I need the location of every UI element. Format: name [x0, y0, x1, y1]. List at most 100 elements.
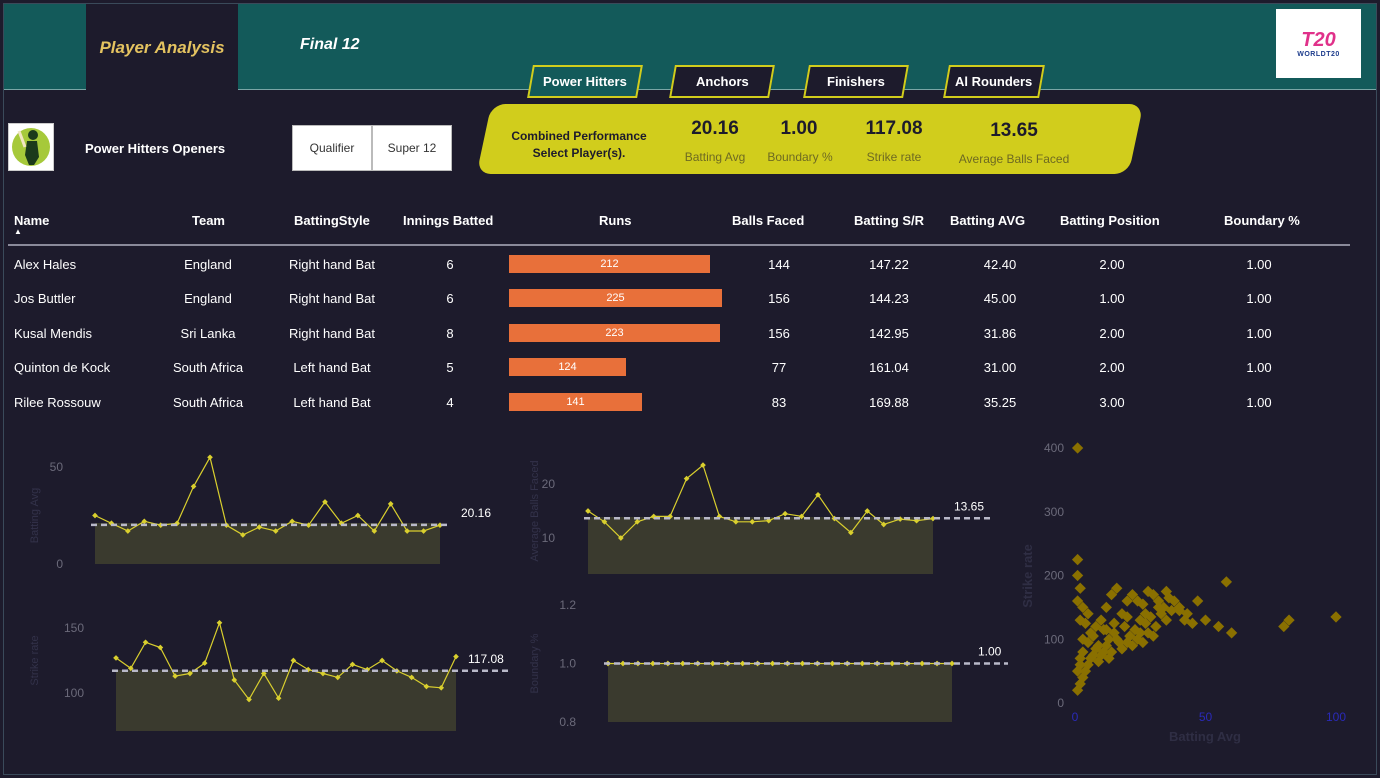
column-header-name[interactable]: Name	[14, 213, 50, 228]
x-tick-label: 50	[1199, 710, 1213, 724]
cell-strike-rate: 147.22	[869, 257, 909, 272]
category-finishers[interactable]: Finishers	[803, 65, 909, 98]
cell-batting-style: Left hand Bat	[293, 360, 371, 375]
tab-final-12[interactable]: Final 12	[300, 36, 360, 53]
cell-team: Sri Lanka	[180, 326, 236, 341]
y-axis-label: Boundary %	[529, 633, 541, 693]
kpi-batting-avg-value: 20.16	[691, 118, 739, 139]
cell-boundary: 1.00	[1246, 257, 1272, 272]
y-tick-label: 0	[1057, 696, 1064, 710]
scatter-point	[1225, 627, 1238, 639]
column-header-batting-avg[interactable]: Batting AVG	[950, 213, 1026, 228]
cell-batting-style: Right hand Bat	[288, 257, 376, 272]
category-anchors[interactable]: Anchors	[669, 65, 775, 98]
runs-bar: 141	[509, 393, 642, 411]
cell-batting-avg: 31.86	[983, 326, 1017, 341]
y-axis-label: Batting Avg	[29, 488, 41, 543]
scatter-point	[1150, 620, 1162, 633]
batsman-icon	[8, 123, 54, 171]
tab-player-analysis[interactable]: Player Analysis	[86, 4, 238, 92]
column-header-batting-style[interactable]: BattingStyle	[294, 213, 370, 228]
data-point	[142, 639, 149, 646]
data-point	[92, 512, 98, 519]
kpi-strike-rate-value: 117.08	[865, 118, 923, 139]
y-tick-label: 300	[1044, 505, 1064, 519]
category-label: Anchors	[695, 74, 749, 89]
scatter-point	[1071, 553, 1084, 566]
cell-name: Quinton de Kock	[14, 360, 111, 375]
data-point	[949, 660, 955, 667]
scatter-point	[1212, 620, 1225, 633]
data-point	[290, 657, 297, 664]
cell-batting-avg: 31.00	[983, 360, 1017, 375]
table-row[interactable]: Jos Buttler England Right hand Bat 6 156 144.…	[8, 289, 1350, 325]
data-point	[379, 657, 385, 664]
boundary-trend-chart: Boundary % 1.2 1.0 0.8 1.00	[520, 600, 1010, 740]
table-row[interactable]: Alex Hales England Right hand Bat 6 144 147.2…	[8, 255, 1350, 291]
data-point	[322, 499, 328, 505]
column-header-runs[interactable]: Runs	[599, 213, 632, 228]
data-point	[620, 660, 626, 667]
cell-balls-faced: 156	[768, 291, 790, 306]
cell-batting-position: 1.00	[1099, 291, 1125, 306]
cell-balls-faced: 156	[768, 326, 790, 341]
cell-innings: 6	[446, 257, 454, 272]
stage-super-12-button[interactable]: Super 12	[372, 125, 452, 171]
data-point	[246, 696, 252, 703]
data-point	[387, 501, 394, 507]
kpi-label-line1: Combined Performance	[511, 129, 647, 143]
category-label: Al Rounders	[955, 74, 1033, 89]
cell-batting-avg: 45.00	[983, 291, 1017, 306]
table-row[interactable]: Kusal Mendis Sri Lanka Right hand Bat 8 156 1…	[8, 324, 1350, 360]
cell-balls-faced: 77	[771, 360, 787, 375]
cell-strike-rate: 142.95	[869, 326, 909, 341]
table-row[interactable]: Rilee Rossouw South Africa Left hand Bat 4 8…	[8, 393, 1350, 429]
data-point	[709, 660, 716, 667]
scatter-point	[1220, 576, 1233, 588]
y-axis-label: Average Balls Faced	[529, 460, 541, 561]
y-tick-label: 10	[542, 531, 556, 545]
data-point	[829, 660, 836, 667]
y-tick-label: 1.2	[559, 600, 576, 612]
column-header-strike-rate[interactable]: Batting S/R	[854, 213, 925, 228]
cell-team: England	[184, 291, 232, 306]
cell-balls-faced: 144	[768, 257, 790, 272]
cell-team: South Africa	[172, 395, 244, 410]
cell-innings: 4	[446, 395, 454, 410]
category-power-hitters[interactable]: Power Hitters	[527, 65, 643, 98]
data-point	[190, 483, 197, 490]
cell-batting-position: 3.00	[1099, 395, 1125, 410]
scatter-point	[1100, 601, 1112, 614]
cell-name: Alex Hales	[14, 257, 77, 272]
sort-ascending-icon[interactable]: ▲	[14, 227, 22, 236]
table-row[interactable]: Quinton de Kock South Africa Left hand Bat…	[8, 358, 1350, 394]
data-point	[207, 454, 213, 461]
column-header-batting-position[interactable]: Batting Position	[1060, 213, 1160, 228]
x-tick-label: 100	[1326, 710, 1346, 724]
y-tick-label: 1.0	[559, 657, 576, 671]
dashboard-frame	[3, 3, 1377, 775]
scatter-point	[1165, 604, 1178, 617]
column-header-team[interactable]: Team	[192, 213, 225, 228]
category-all-rounders[interactable]: Al Rounders	[943, 65, 1045, 98]
cell-boundary: 1.00	[1246, 360, 1272, 375]
kpi-balls-faced-label: Average Balls Faced	[958, 152, 1070, 166]
column-header-balls-faced[interactable]: Balls Faced	[732, 213, 805, 228]
stage-qualifier-button[interactable]: Qualifier	[292, 125, 372, 171]
y-tick-label: 100	[64, 686, 84, 700]
column-header-boundary[interactable]: Boundary %	[1224, 213, 1300, 228]
column-header-innings[interactable]: Innings Batted	[403, 213, 494, 228]
cell-batting-style: Right hand Bat	[288, 326, 376, 341]
scatter-point	[1118, 620, 1131, 633]
reference-label: 117.08	[468, 652, 504, 666]
data-point	[355, 512, 361, 519]
data-point	[618, 535, 624, 541]
data-point	[880, 521, 887, 528]
cell-batting-avg: 42.40	[983, 257, 1017, 272]
data-point	[864, 508, 871, 514]
data-point	[423, 683, 430, 690]
data-point	[679, 660, 686, 667]
reference-label: 1.00	[978, 645, 1002, 659]
section-title: Power Hitters Openers	[85, 141, 226, 156]
data-point	[260, 670, 267, 677]
